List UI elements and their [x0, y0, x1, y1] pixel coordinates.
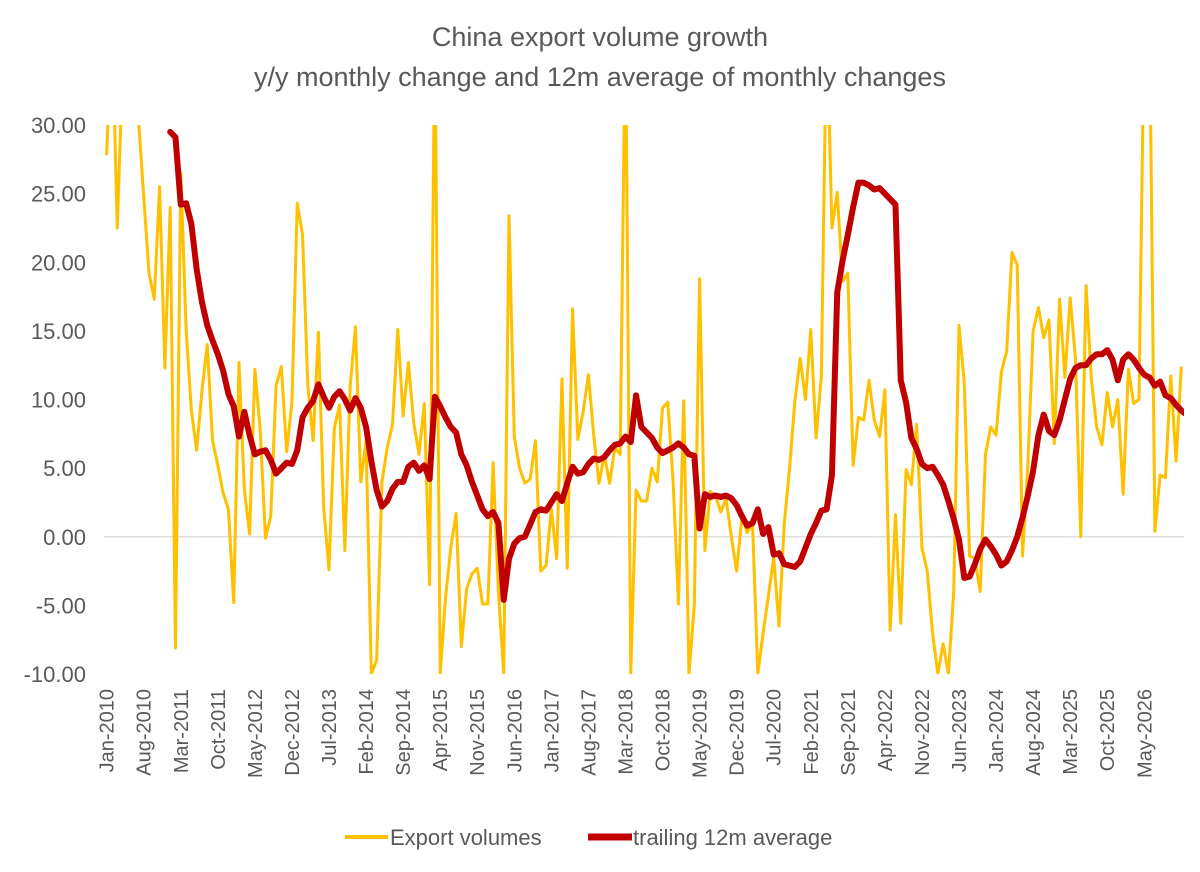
y-tick-label: 15.00 [31, 319, 86, 344]
x-tick-label: May-2012 [245, 689, 267, 778]
x-tick-label: Aug-2010 [134, 689, 156, 776]
x-tick-label: Aug-2024 [1023, 689, 1045, 776]
x-tick-label: May-2019 [690, 689, 712, 778]
x-tick-label: Apr-2015 [430, 689, 452, 771]
x-tick-label: Aug-2017 [578, 689, 600, 776]
x-tick-label: Oct-2025 [1097, 689, 1119, 771]
y-tick-label: -10.00 [24, 662, 86, 687]
x-tick-label: Mar-2011 [171, 689, 193, 773]
x-tick-label: Jan-2024 [986, 689, 1008, 772]
y-tick-label: 5.00 [43, 456, 86, 481]
x-tick-label: Jun-2016 [504, 689, 526, 772]
x-tick-label: Apr-2022 [875, 689, 897, 771]
x-tick-label: Mar-2018 [615, 689, 637, 775]
legend-label-trailing-12m-average: trailing 12m average [633, 825, 832, 850]
series-line-export-volumes [105, 125, 1183, 674]
y-tick-label: 25.00 [31, 182, 86, 207]
y-tick-label: -5.00 [36, 593, 86, 618]
x-tick-label: Nov-2022 [912, 689, 934, 776]
chart-subtitle: y/y monthly change and 12m average of mo… [254, 62, 946, 92]
x-tick-label: Jan-2017 [541, 689, 563, 772]
x-tick-labels: Jan-2010 Aug-2010 Mar-2011 Oct-2011 May-2012… [97, 689, 1157, 778]
x-tick-label: Sep-2014 [393, 689, 415, 776]
legend-label-export-volumes: Export volumes [390, 825, 542, 850]
y-tick-label: 20.00 [31, 250, 86, 275]
x-tick-label: Oct-2011 [208, 689, 230, 770]
y-tick-label: 30.00 [31, 113, 86, 138]
y-tick-label: 10.00 [31, 388, 86, 413]
x-tick-label: Dec-2012 [282, 689, 304, 776]
x-tick-label: Jul-2013 [319, 689, 341, 766]
x-tick-label: Jan-2010 [97, 689, 119, 772]
x-tick-label: Dec-2019 [727, 689, 749, 776]
series-line-trailing-12m-average [167, 128, 1184, 603]
x-tick-label: Jun-2023 [949, 689, 971, 772]
x-tick-label: Mar-2025 [1060, 689, 1082, 775]
x-tick-label: Jul-2020 [764, 689, 786, 766]
chart-title: China export volume growth [432, 22, 768, 52]
x-tick-label: Oct-2018 [653, 689, 675, 771]
x-tick-label: Feb-2014 [356, 689, 378, 775]
x-tick-label: May-2026 [1134, 689, 1156, 778]
x-tick-label: Sep-2021 [838, 689, 860, 776]
legend: Export volumes trailing 12m average [345, 825, 832, 850]
x-tick-label: Feb-2021 [801, 689, 823, 775]
x-tick-label: Nov-2015 [467, 689, 489, 776]
y-tick-label: 0.00 [43, 525, 86, 550]
y-tick-labels: 30.00 25.00 20.00 15.00 10.00 5.00 0.00 -5.00 -1… [24, 113, 86, 687]
